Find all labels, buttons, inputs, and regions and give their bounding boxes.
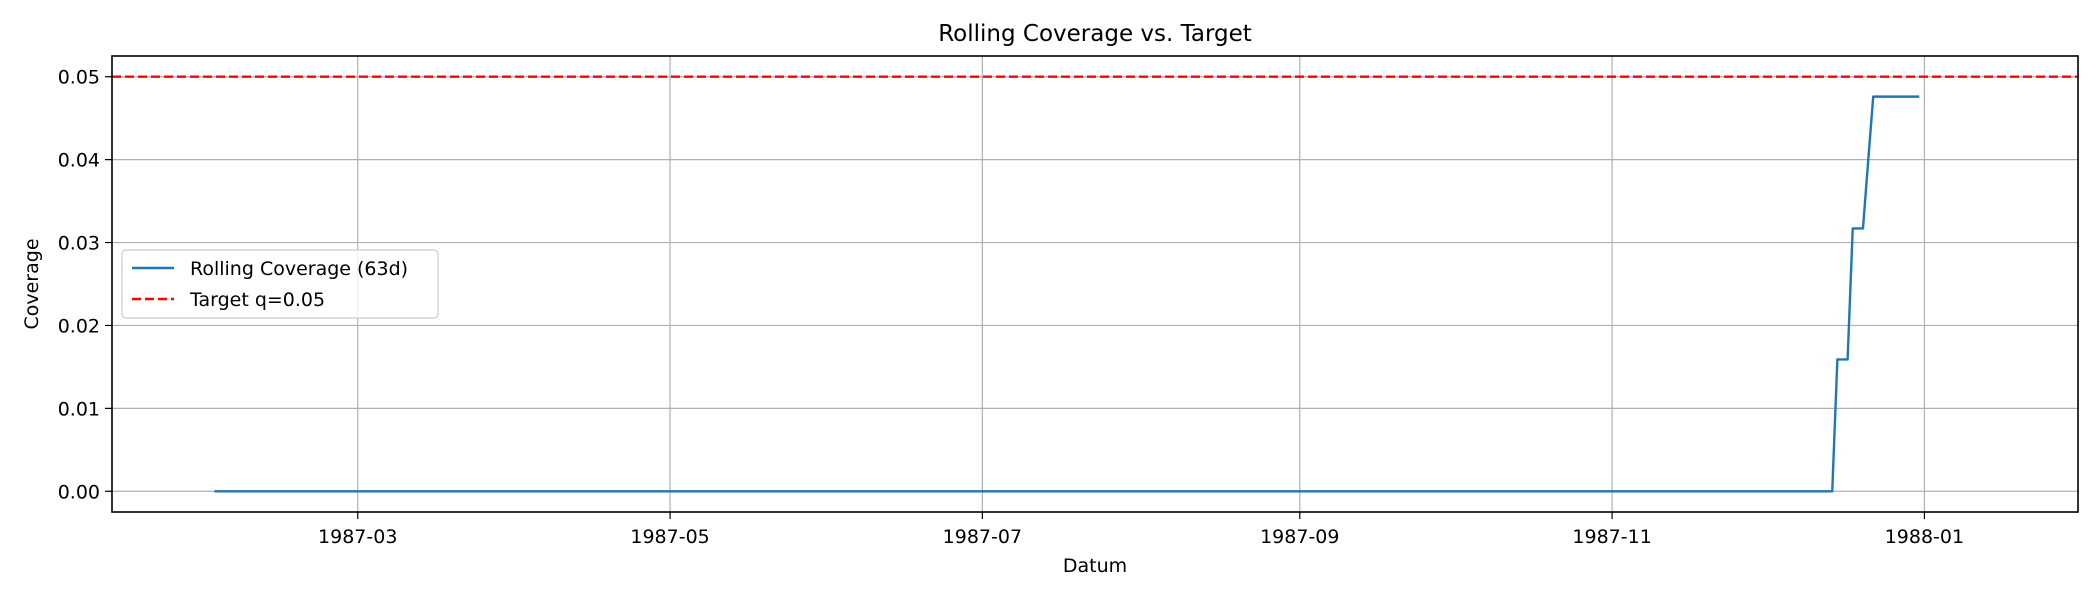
y-axis-title: Coverage xyxy=(21,238,43,329)
x-tick-label: 1987-11 xyxy=(1572,526,1651,548)
x-tick-label: 1988-01 xyxy=(1885,526,1964,548)
x-tick-label: 1987-05 xyxy=(630,526,709,548)
series-line-rolling-coverage xyxy=(214,95,1920,493)
y-tick-label: 0.01 xyxy=(58,398,100,420)
series-layer xyxy=(112,75,2078,493)
y-tick-label: 0.04 xyxy=(58,150,100,172)
x-axis-title: Datum xyxy=(1063,555,1127,577)
plot-frame xyxy=(111,55,2079,513)
chart-title: Rolling Coverage vs. Target xyxy=(938,21,1252,47)
y-tick-label: 0.00 xyxy=(58,481,100,503)
legend-label-target: Target q=0.05 xyxy=(189,289,325,311)
tick-layer: 1987-03 1987-05 1987-07 1987-09 1987-11 1988-… xyxy=(58,67,1964,548)
y-tick-label: 0.03 xyxy=(58,233,100,255)
legend: Rolling Coverage (63d) Target q=0.05 xyxy=(121,249,439,319)
y-tick-label: 0.02 xyxy=(58,315,100,337)
legend-label-rolling-coverage: Rolling Coverage (63d) xyxy=(190,258,408,280)
x-tick-label: 1987-09 xyxy=(1260,526,1339,548)
legend-box xyxy=(121,249,439,319)
x-tick-label: 1987-03 xyxy=(318,526,397,548)
y-tick-label: 0.05 xyxy=(58,67,100,89)
x-tick-label: 1987-07 xyxy=(943,526,1022,548)
